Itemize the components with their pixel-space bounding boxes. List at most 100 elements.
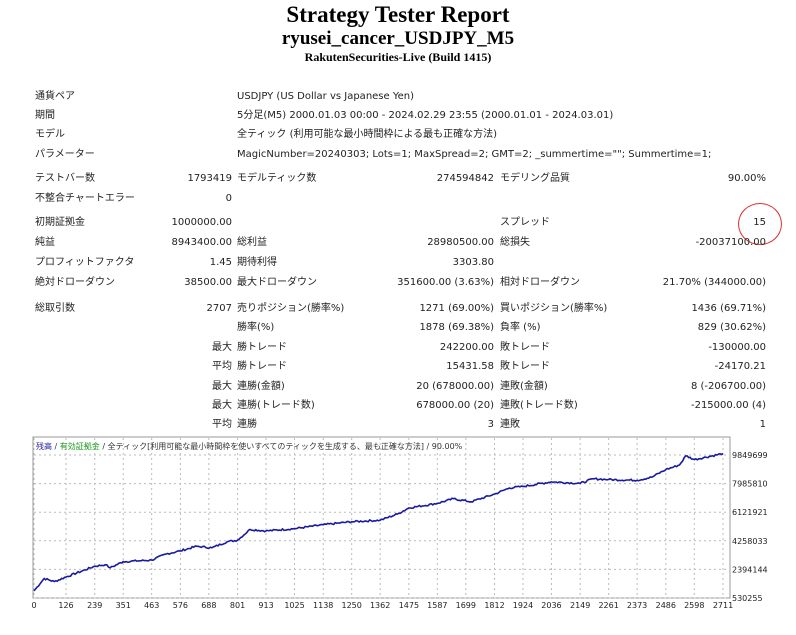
label: 期間: [35, 110, 55, 121]
value: 1436 (69.71%): [691, 303, 766, 314]
y-tick-label: 7985810: [732, 480, 768, 489]
legend-quality: / 90.00%: [424, 442, 463, 451]
x-tick-label: 1475: [399, 601, 419, 610]
x-tick-label: 1250: [342, 601, 362, 610]
x-tick-label: 463: [144, 601, 159, 610]
y-tick-label: 6121921: [732, 508, 768, 517]
stats-row-deposit: 初期証拠金 1000000.00 スプレッド 15: [0, 214, 796, 232]
label: 連勝(トレード数): [237, 400, 315, 411]
label: 最大ドローダウン: [237, 277, 317, 288]
stats-row-trades: 総取引数 2707 売りポジション(勝率%) 1271 (69.00%) 買いポジシ…: [0, 300, 796, 318]
value: 1: [759, 419, 766, 430]
legend-sep: /: [52, 442, 60, 451]
info-row-parameters: パラメーター MagicNumber=20240303; Lots=1; MaxS…: [0, 146, 796, 164]
stats-row-average: 平均 勝トレード 15431.58 敗トレード -24170.21: [0, 358, 796, 376]
label: 買いポジション(勝率%): [500, 303, 608, 314]
label: 期待利得: [237, 257, 277, 268]
y-tick-label: 530255: [732, 594, 763, 603]
stats-row-consecutive-count: 最大 連勝(トレード数) 678000.00 (20) 連敗(トレード数) -215…: [0, 397, 796, 415]
value: 20 (678000.00): [416, 381, 494, 392]
x-tick-label: 239: [87, 601, 102, 610]
label: テストバー数: [35, 173, 95, 184]
x-tick-label: 1812: [484, 601, 504, 610]
prefix: 平均: [212, 361, 232, 372]
stats-row-winrate: 勝率(%) 1878 (69.38%) 負率 (%) 829 (30.62%): [0, 319, 796, 337]
balance-chart: 残高 / 有効証拠金 / 全ティック[利用可能な最小時間枠を使いすべてのティック…: [31, 436, 768, 610]
x-tick-label: 2036: [541, 601, 561, 610]
chart-legend: 残高 / 有効証拠金 / 全ティック[利用可能な最小時間枠を使いすべてのティック…: [36, 441, 463, 451]
info-row-period: 期間 5分足(M5) 2000.01.03 00:00 - 2024.02.29 …: [0, 107, 796, 125]
plot-frame: [32, 436, 731, 599]
x-tick-label: 2149: [570, 601, 590, 610]
y-tick-label: 9849699: [732, 451, 768, 460]
value: 38500.00: [184, 277, 232, 288]
label: 絶対ドローダウン: [35, 277, 115, 288]
value: -215000.00 (4): [690, 400, 766, 411]
x-tick-label: 2486: [656, 601, 676, 610]
value: 678000.00 (20): [416, 400, 494, 411]
label: モデリング品質: [500, 173, 570, 184]
x-tick-label: 1587: [427, 601, 447, 610]
x-tick-label: 913: [258, 601, 273, 610]
x-tick-label: 1138: [313, 601, 333, 610]
value: 8 (-206700.00): [690, 381, 766, 392]
stats-row-largest: 最大 勝トレード 242200.00 敗トレード -130000.00: [0, 339, 796, 357]
value: MagicNumber=20240303; Lots=1; MaxSpread=…: [237, 149, 712, 160]
value: -20037100.00: [695, 237, 766, 248]
x-tick-label: 2711: [713, 601, 733, 610]
value: 8943400.00: [171, 237, 232, 248]
label: 総取引数: [35, 303, 75, 314]
stats-row-drawdown: 絶対ドローダウン 38500.00 最大ドローダウン 351600.00 (3.63…: [0, 274, 796, 292]
value: 0: [225, 193, 232, 204]
label: 勝率(%): [237, 322, 275, 333]
label: 初期証拠金: [35, 217, 85, 228]
value: 90.00%: [727, 173, 766, 184]
stats-row-errors: 不整合チャートエラー 0: [0, 190, 796, 208]
x-tick-label: 1025: [284, 601, 304, 610]
label: 純益: [35, 237, 55, 248]
label: 売りポジション(勝率%): [237, 303, 345, 314]
label: モデルティック数: [237, 173, 317, 184]
value: 5分足(M5) 2000.01.03 00:00 - 2024.02.29 23…: [237, 110, 614, 121]
label: 負率 (%): [500, 322, 541, 333]
value: USDJPY (US Dollar vs Japanese Yen): [237, 91, 415, 102]
stats-row-pf: プロフィットファクタ 1.45 期待利得 3303.80: [0, 254, 796, 272]
x-tick-label: 1362: [370, 601, 390, 610]
label: モデル: [35, 129, 65, 140]
legend-sep: /: [100, 442, 108, 451]
label: パラメーター: [35, 149, 95, 160]
label: 敗トレード: [500, 361, 550, 372]
prefix: 平均: [212, 419, 232, 430]
x-tick-label: 2261: [598, 601, 618, 610]
value: 351600.00 (3.63%): [397, 277, 494, 288]
value: 28980500.00: [427, 237, 494, 248]
value: 2707: [206, 303, 232, 314]
y-tick-label: 2394144: [732, 565, 768, 574]
x-tick-label: 1924: [513, 601, 533, 610]
info-row-symbol: 通貨ペア USDJPY (US Dollar vs Japanese Yen): [0, 88, 796, 106]
x-tick-label: 1699: [456, 601, 476, 610]
value: 3: [487, 419, 494, 430]
x-tick-label: 126: [58, 601, 73, 610]
report-title: Strategy Tester Report: [286, 2, 510, 27]
x-tick-label: 351: [116, 601, 131, 610]
stats-row-consecutive: 最大 連勝(金額) 20 (678000.00) 連敗(金額) 8 (-206700…: [0, 378, 796, 396]
value: 全ティック (利用可能な最小時間枠による最も正確な方法): [237, 129, 498, 140]
value: 829 (30.62%): [697, 322, 766, 333]
info-row-model: モデル 全ティック (利用可能な最小時間枠による最も正確な方法): [0, 126, 796, 144]
label: 連敗: [500, 419, 520, 430]
value: -24170.21: [714, 361, 766, 372]
legend-equity: 有効証拠金: [60, 441, 100, 451]
label: 連敗(金額): [500, 381, 548, 392]
label: プロフィットファクタ: [35, 257, 135, 268]
value: 21.70% (344000.00): [662, 277, 766, 288]
expert-name: ryusei_cancer_USDJPY_M5: [281, 28, 515, 49]
label: スプレッド: [500, 217, 550, 228]
y-tick-label: 4258033: [732, 537, 768, 546]
label: 通貨ペア: [35, 91, 75, 102]
prefix: 最大: [212, 381, 232, 392]
label: 敗トレード: [500, 342, 550, 353]
value: 1878 (69.38%): [419, 322, 494, 333]
prefix: 最大: [212, 400, 232, 411]
legend-balance: 残高: [36, 441, 52, 451]
